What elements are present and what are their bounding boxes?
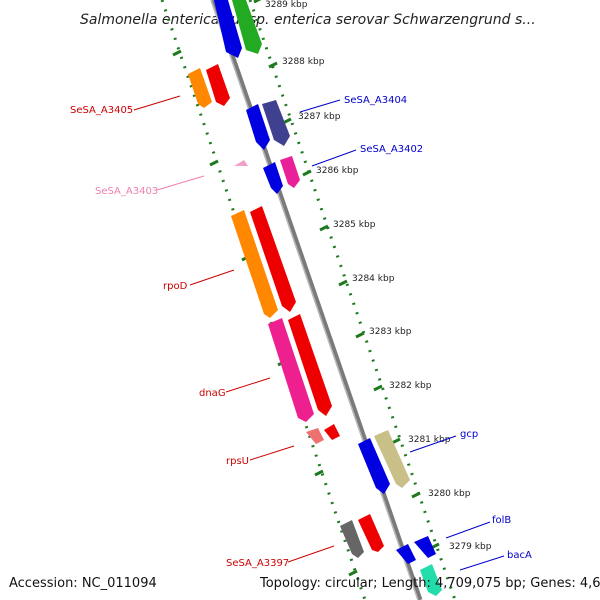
gene-arrow [358,438,390,494]
map-title: Salmonella enterica subsp. enterica sero… [80,12,536,28]
gene-label-baca[interactable]: bacA [507,550,532,561]
gene-arrow [358,514,384,552]
gene-arrow [232,0,262,54]
gene-label-rpsu[interactable]: rpsU [226,456,249,467]
gene-label-sesa-a3403[interactable]: SeSA_A3403 [95,186,158,197]
gene-arrow [246,104,270,150]
kbp-label: 3286 kbp [316,166,359,176]
gene-arrow [324,424,340,440]
gene-label-sesa-a3405[interactable]: SeSA_A3405 [70,105,133,116]
gene-arrow [340,520,364,558]
gene-arrow [214,0,242,58]
kbp-label: 3284 kbp [352,274,395,284]
gene-arrow [188,68,212,108]
kbp-ticks: 3289 kbp 3288 kbp 3287 kbp 3286 kbp 3285… [172,0,492,577]
gene-arrow [234,160,248,166]
gene-arrow [374,430,410,488]
kbp-label: 3288 kbp [282,57,325,67]
gene-arrow [280,156,300,188]
label-leaders [133,95,505,571]
gene-arrow [231,210,278,318]
gene-arrows-forward [188,0,442,596]
gene-arrow [420,564,442,596]
gene-arrow [206,64,230,106]
accession-text: Accession: NC_011094 [9,576,157,591]
gene-label-gcp[interactable]: gcp [460,429,478,440]
kbp-label: 3283 kbp [369,327,412,337]
gene-label-sesa-a3402[interactable]: SeSA_A3402 [360,144,423,155]
gene-arrow [414,536,436,558]
kbp-label: 3281 kbp [408,435,451,445]
gene-arrow [396,544,416,564]
gene-label-folb[interactable]: folB [492,515,511,526]
gene-labels: SeSA_A3405 SeSA_A3404 SeSA_A3402 SeSA_A3… [70,95,532,569]
kbp-label: 3287 kbp [298,112,341,122]
backbone [210,0,423,600]
gene-arrow [306,428,324,444]
gene-arrow [263,162,283,194]
genome-summary-text: Topology: circular; Length: 4,709,075 bp… [259,576,600,591]
kbp-label: 3280 kbp [428,489,471,499]
kbp-label: 3285 kbp [333,220,376,230]
gene-label-rpod[interactable]: rpoD [163,281,188,292]
gene-label-sesa-a3404[interactable]: SeSA_A3404 [344,95,407,106]
kbp-label: 3279 kbp [449,542,492,552]
kbp-label: 3282 kbp [389,381,432,391]
gene-arrow [268,318,314,422]
gene-arrow [262,100,290,146]
kbp-label: 3289 kbp [265,0,308,10]
gene-label-dnag[interactable]: dnaG [199,388,226,399]
gene-arrow [250,206,296,312]
gene-label-sesa-a3397[interactable]: SeSA_A3397 [226,558,289,569]
gene-arrow [288,314,332,416]
